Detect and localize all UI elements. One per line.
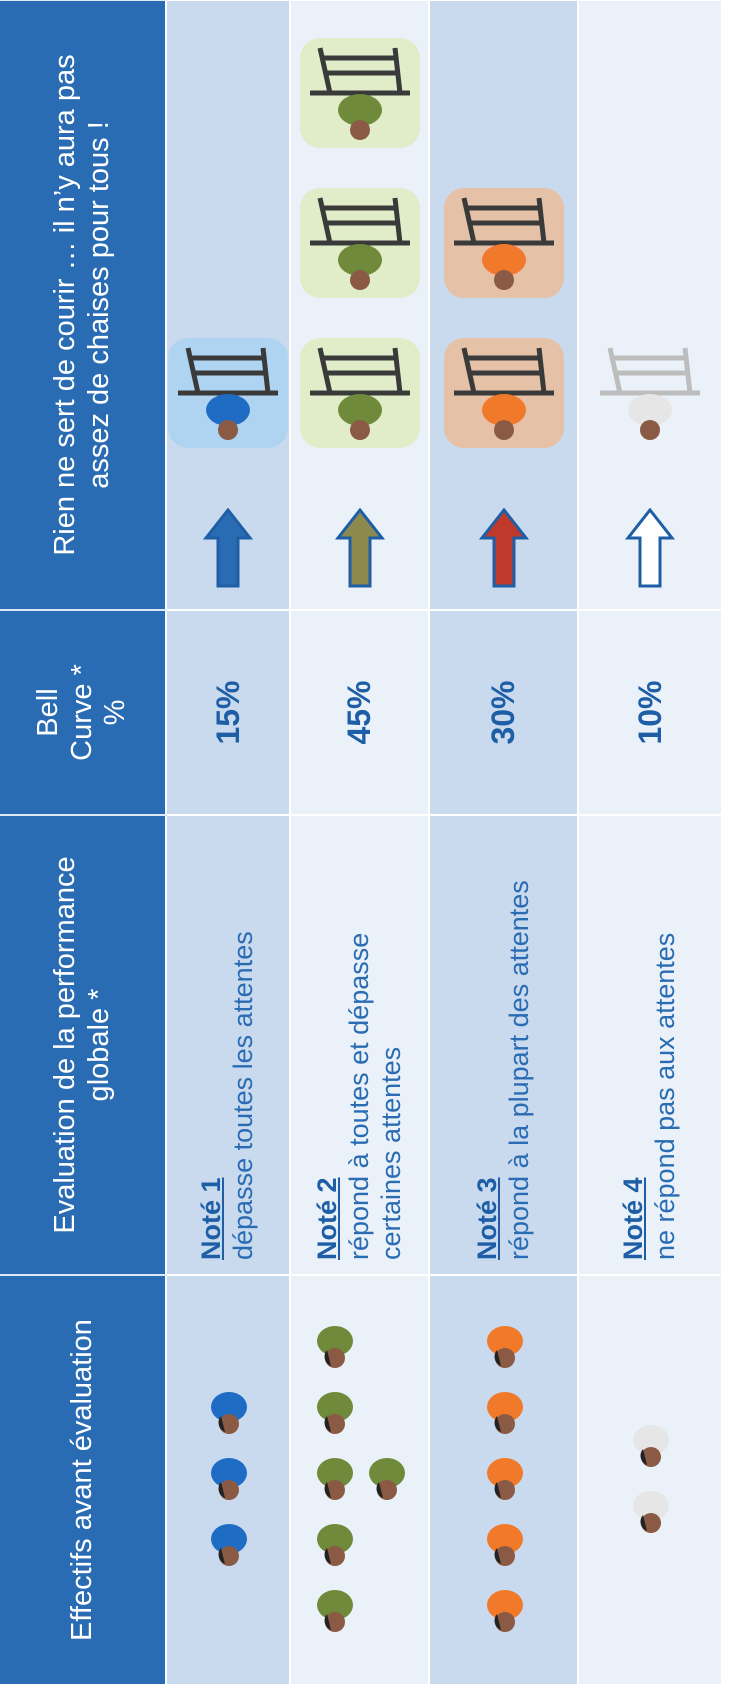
- person-icon: [205, 1391, 251, 1437]
- chair-icon: [300, 38, 420, 148]
- percent-cell: 30%: [429, 610, 578, 815]
- header-row: Effectifs avant évaluation Evaluation de…: [0, 0, 166, 1684]
- header-cell: Effectifs avant évaluation: [0, 1275, 166, 1684]
- description: ne répond pas aux attentes: [650, 933, 680, 1260]
- header-text: Evaluation de la performance globale *: [49, 856, 114, 1233]
- percent-cell: 45%: [290, 610, 429, 815]
- person-icon: [205, 1457, 251, 1503]
- percent: 15%: [210, 680, 246, 744]
- arrow-icon: [625, 508, 675, 588]
- person-icon: [481, 1325, 527, 1371]
- chairs: [444, 2, 564, 608]
- people-cell: [166, 1275, 290, 1684]
- chair-slots: [300, 38, 420, 448]
- table: Effectifs avant évaluation Evaluation de…: [0, 0, 721, 1684]
- rotated-table: Effectifs avant évaluation Evaluation de…: [0, 0, 735, 1684]
- people-cell: [578, 1275, 721, 1684]
- header-cell: Rien ne sert de courir … il n’y aura pas…: [0, 0, 166, 610]
- arrow-icon: [335, 508, 385, 588]
- description: répond à la plupart des attentes: [504, 880, 534, 1260]
- header-text: Rien ne sert de courir … il n’y aura pas…: [49, 54, 114, 555]
- person-icon: [205, 1523, 251, 1569]
- header-cell: Evaluation de la performance globale *: [0, 815, 166, 1275]
- header-cell: Bell Curve * %: [0, 610, 166, 815]
- percent: 10%: [632, 680, 668, 744]
- person-icon: [627, 1490, 673, 1536]
- person-icon: [311, 1391, 357, 1437]
- description: répond à toutes et dépasse certaines att…: [344, 933, 406, 1260]
- chairs-cell: [166, 0, 290, 610]
- people-icons: [311, 1277, 409, 1683]
- arrow-icon: [479, 508, 529, 588]
- percent: 45%: [341, 680, 377, 744]
- chairs: [300, 2, 420, 608]
- person-icon: [311, 1523, 357, 1569]
- person-icon: [311, 1325, 357, 1371]
- person-icon: [481, 1523, 527, 1569]
- person-icon: [627, 1424, 673, 1470]
- chair-icon: [444, 188, 564, 298]
- people-cell: [429, 1275, 578, 1684]
- header-text: Effectifs avant évaluation: [66, 1319, 98, 1641]
- people-icons: [627, 1277, 673, 1683]
- chairs-cell: [429, 0, 578, 610]
- arrow-icon: [203, 508, 253, 588]
- grade: Noté 2: [312, 817, 343, 1260]
- person-icon: [311, 1589, 357, 1635]
- chairs-cell: [290, 0, 429, 610]
- chair-slots: [168, 338, 288, 448]
- grade: Noté 1: [196, 817, 227, 1260]
- people-icons: [205, 1277, 251, 1683]
- chair-icon: [590, 338, 710, 448]
- chair-icon: [444, 338, 564, 448]
- chair-slots: [444, 188, 564, 448]
- person-icon: [481, 1589, 527, 1635]
- description: dépasse toutes les attentes: [228, 931, 258, 1260]
- chairs: [168, 2, 288, 608]
- chairs-cell: [578, 0, 721, 610]
- percent-cell: 15%: [166, 610, 290, 815]
- chair-icon: [300, 338, 420, 448]
- person-icon: [363, 1457, 409, 1503]
- chairs: [590, 2, 710, 608]
- person-icon: [481, 1391, 527, 1437]
- person-icon: [481, 1457, 527, 1503]
- chair-slots: [590, 338, 710, 448]
- people-icons: [481, 1277, 527, 1683]
- percent: 30%: [485, 680, 521, 744]
- chair-icon: [168, 338, 288, 448]
- people-cell: [290, 1275, 429, 1684]
- grade: Noté 3: [472, 817, 503, 1260]
- header-text: Bell Curve * %: [32, 648, 132, 778]
- percent-cell: 10%: [578, 610, 721, 815]
- chair-icon: [300, 188, 420, 298]
- person-icon: [311, 1457, 357, 1503]
- page: Effectifs avant évaluation Evaluation de…: [0, 0, 735, 1684]
- grade: Noté 4: [618, 817, 649, 1260]
